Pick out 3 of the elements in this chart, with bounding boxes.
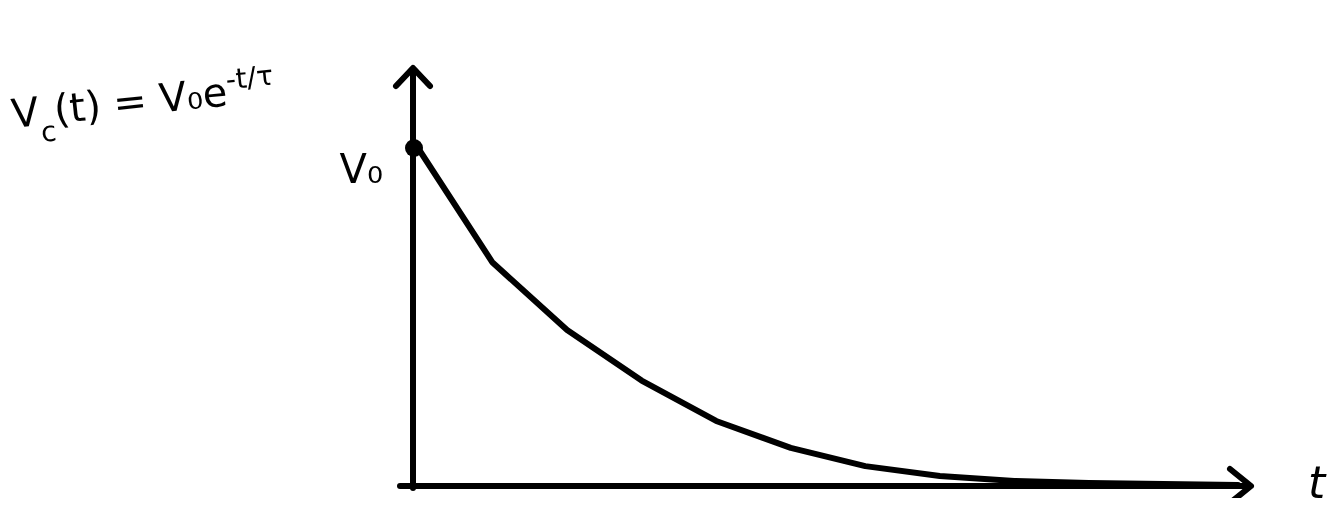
- text: V$_{c}$(t) = V₀e$^{-t/τ}$: [9, 58, 275, 149]
- x-axis-title: t: [1308, 457, 1327, 506]
- text: V₀: [339, 146, 383, 192]
